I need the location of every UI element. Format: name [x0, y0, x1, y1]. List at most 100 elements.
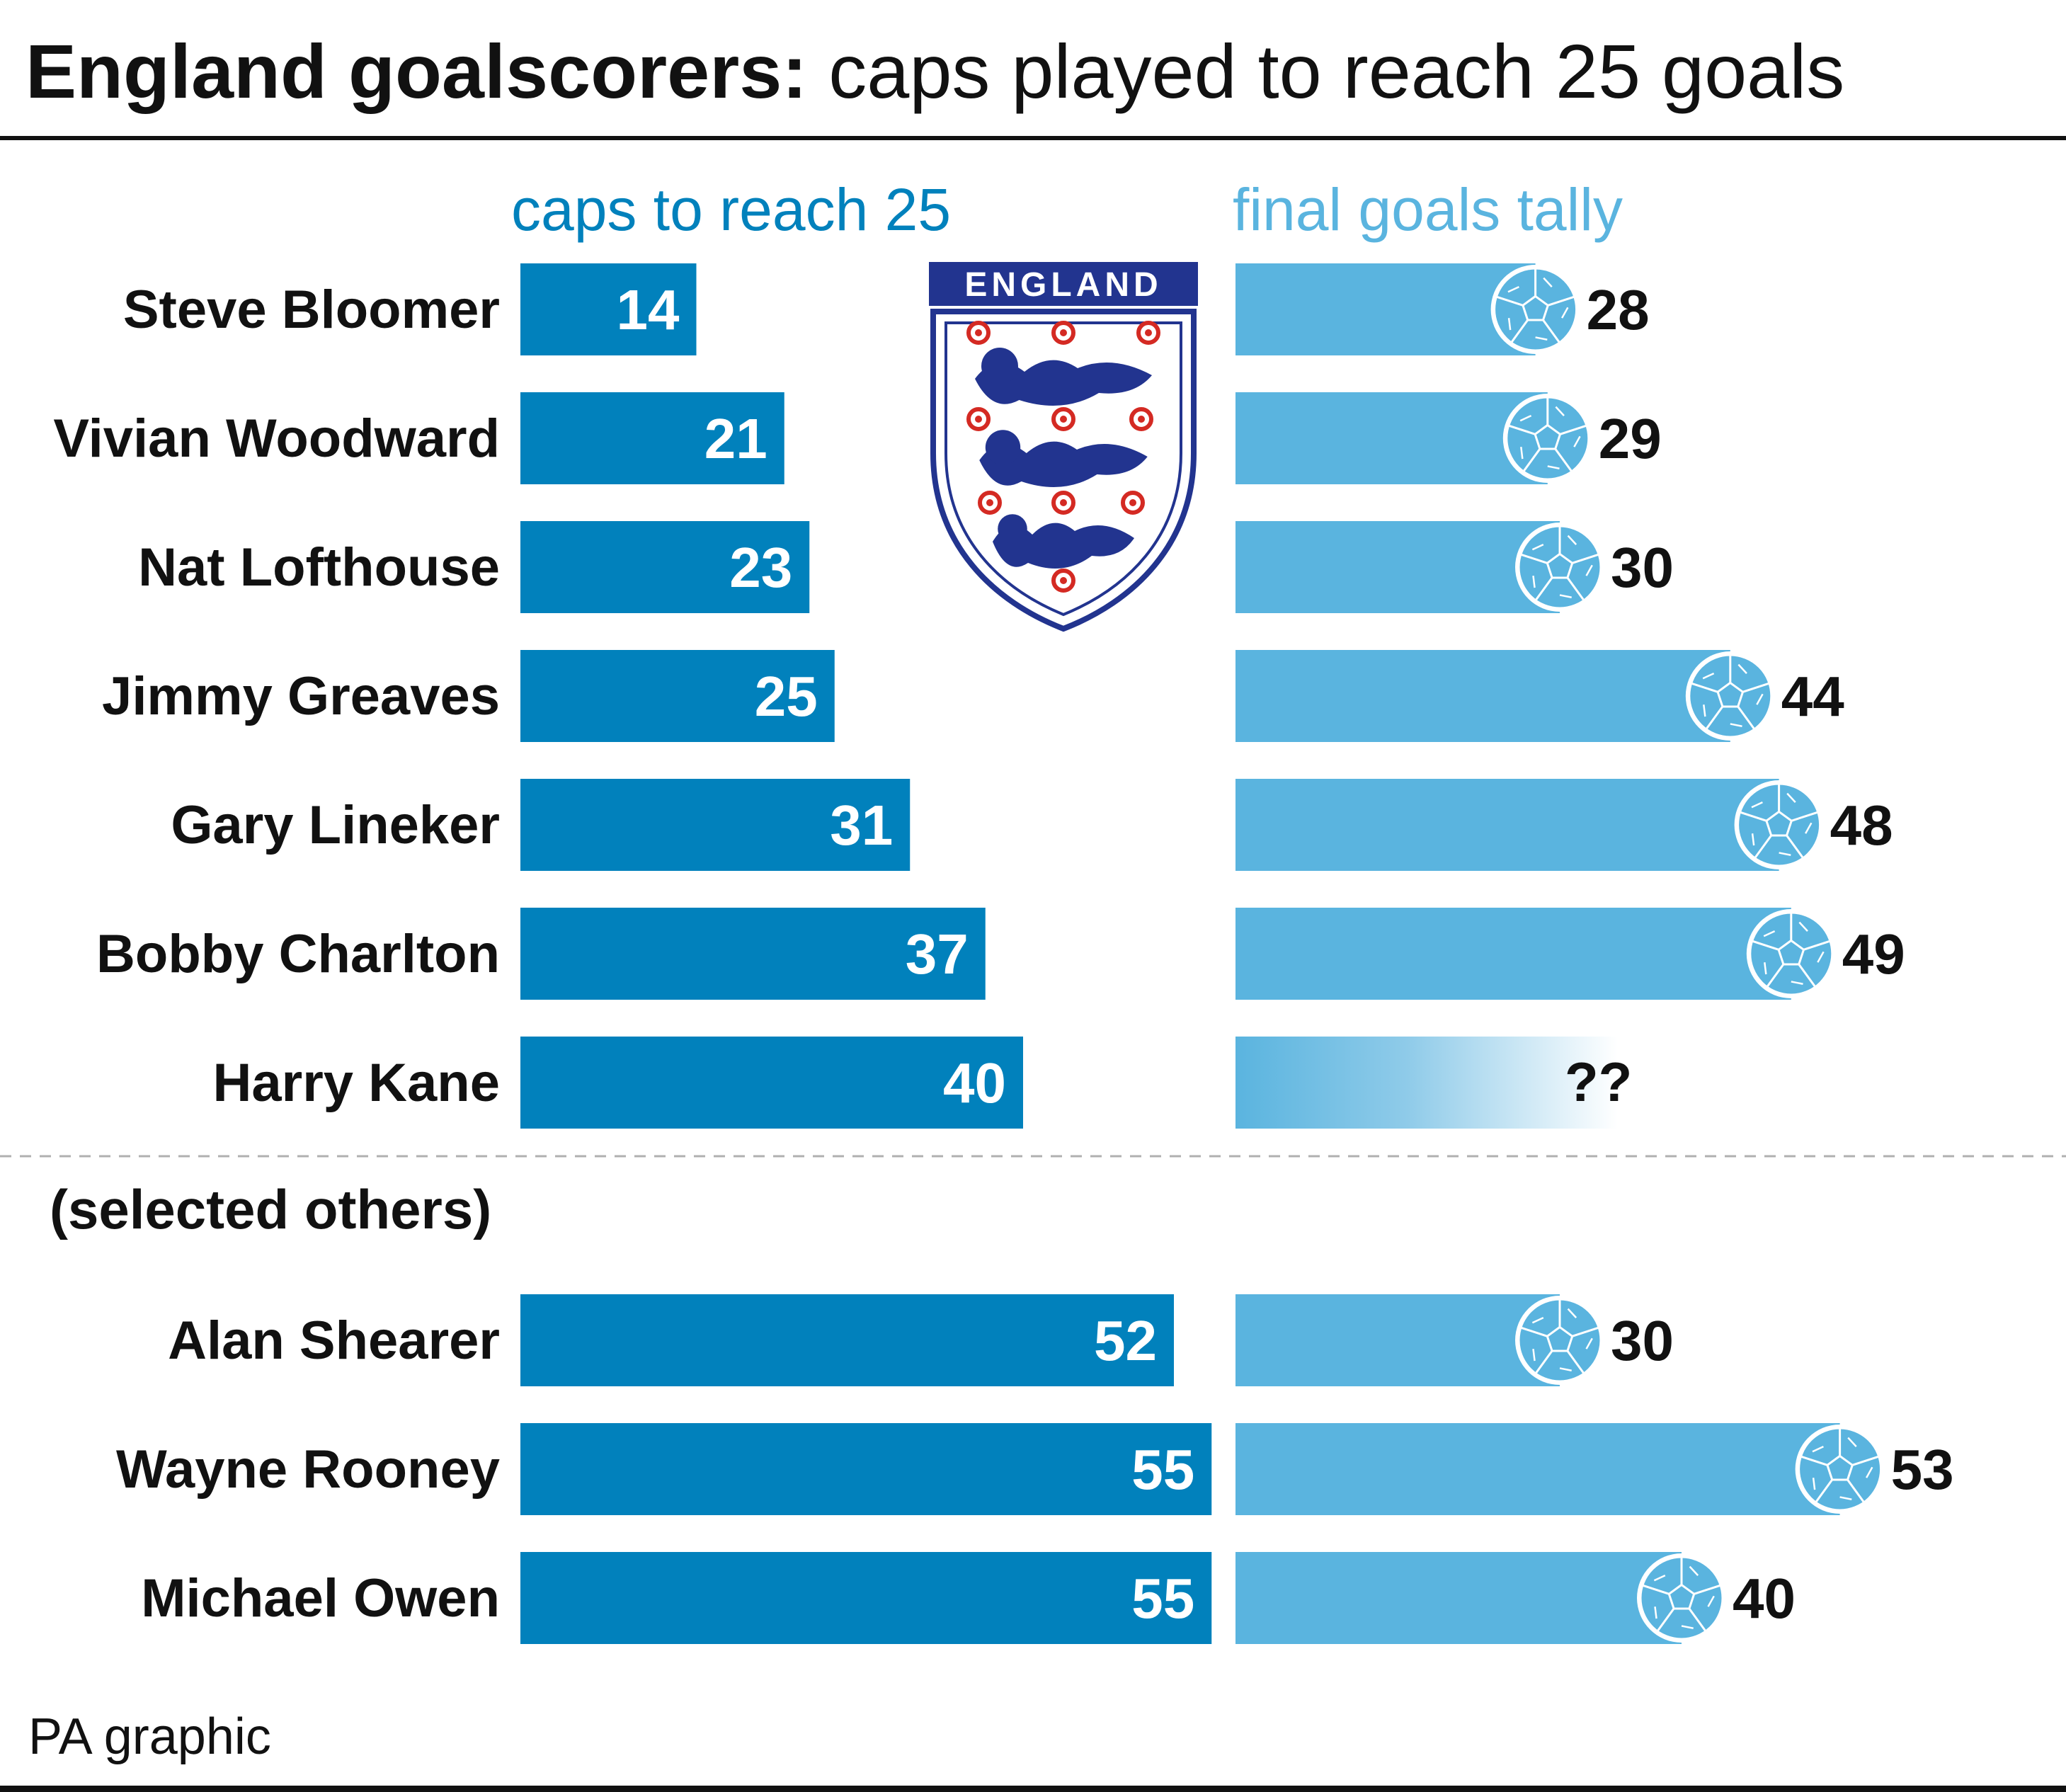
football-seam	[1737, 663, 1747, 674]
goals-bar	[1235, 779, 1779, 871]
caps-bar	[520, 521, 810, 613]
caps-value-label: 52	[1094, 1309, 1157, 1372]
caps-bar	[520, 1037, 1023, 1129]
player-name: Steve Bloomer	[123, 280, 500, 340]
player-row: Harry Kane 40??	[212, 1037, 1632, 1129]
goals-bar	[1235, 521, 1560, 613]
football-seam	[1585, 564, 1593, 576]
caps-bar	[520, 263, 697, 355]
football-seam	[1521, 1327, 1548, 1337]
football-seam	[1559, 1367, 1572, 1371]
football-seam	[1779, 852, 1791, 856]
football-seam	[1764, 962, 1767, 975]
football-seam	[1798, 964, 1816, 987]
left-header: caps to reach 25	[511, 176, 951, 243]
football-seam	[1585, 1337, 1593, 1349]
goals-value-label: 28	[1587, 278, 1650, 341]
football-seam	[1519, 414, 1532, 422]
lion-head-icon	[985, 430, 1021, 465]
football-seam	[1689, 1565, 1699, 1576]
rose-center	[986, 499, 993, 506]
football-seam	[1817, 951, 1825, 963]
caps-value-label: 40	[943, 1051, 1006, 1114]
football-seam	[1542, 319, 1560, 343]
chart-title-line: England goalscorers: caps played to reac…	[25, 28, 1844, 114]
football-seam	[1523, 448, 1541, 472]
lion-icon	[993, 523, 1134, 569]
football-seam	[1681, 1625, 1694, 1629]
football-seam	[1803, 940, 1830, 951]
goals-bar	[1235, 392, 1548, 484]
football-seam	[1554, 448, 1573, 472]
rose-center	[1129, 499, 1136, 506]
caps-value-label: 31	[830, 794, 893, 857]
football-seam	[1801, 1456, 1828, 1466]
football-seam	[1730, 723, 1742, 727]
football-seam	[1532, 576, 1536, 588]
football-seam	[1653, 1574, 1666, 1582]
football-pentagon	[1765, 810, 1793, 837]
football-seam	[1694, 1585, 1720, 1595]
football-seam	[1532, 1349, 1536, 1362]
player-row: Michael Owen 55 40	[141, 1552, 1796, 1644]
goals-bar	[1235, 650, 1730, 742]
badge-text: ENGLAND	[964, 266, 1162, 304]
player-name: Vivian Woodward	[53, 409, 500, 469]
football-seam	[1742, 683, 1769, 693]
goals-value-label: 49	[1842, 923, 1905, 986]
football-pentagon	[1826, 1454, 1854, 1481]
goals-value-label: 48	[1830, 794, 1893, 857]
player-row: Nat Lofthouse 23 30	[138, 521, 1674, 613]
player-row: Gary Lineker 31 48	[171, 779, 1893, 871]
football-seam	[1535, 577, 1553, 600]
football-pentagon	[1716, 681, 1745, 708]
football-seam	[1657, 1608, 1675, 1631]
football-seam	[1763, 930, 1776, 937]
football-seam	[1839, 1496, 1852, 1500]
caps-value-label: 55	[1131, 1438, 1194, 1501]
goals-bar	[1235, 263, 1536, 355]
football-pentagon	[1667, 1583, 1696, 1610]
player-row: Vivian Woodward 21 29	[53, 392, 1662, 484]
player-row: Bobby Charlton 37 49	[96, 908, 1905, 1000]
football-seam	[1561, 307, 1569, 319]
lion-head-icon	[981, 348, 1018, 384]
goals-bar	[1235, 1552, 1682, 1644]
football-seam	[1767, 964, 1785, 987]
goals-value-label: 29	[1599, 407, 1662, 470]
goals-bar	[1235, 1294, 1560, 1386]
badge-banner	[929, 262, 1198, 306]
rose-center	[1060, 499, 1067, 506]
goals-value-label: 44	[1781, 665, 1844, 728]
football-seam	[1555, 406, 1565, 416]
football-seam	[1754, 835, 1772, 858]
football-seam	[1688, 1608, 1706, 1631]
football-seam	[1547, 296, 1575, 307]
football-seam	[1866, 1466, 1873, 1478]
football-seam	[1812, 1478, 1816, 1490]
football-seam	[1507, 285, 1519, 293]
caps-bar	[520, 1423, 1212, 1515]
football-seam	[1847, 1437, 1857, 1447]
football-seam	[1791, 811, 1818, 822]
football-seam	[1507, 318, 1512, 331]
football-seam	[1572, 554, 1599, 564]
player-name: Wayne Rooney	[116, 1439, 500, 1500]
lion-head-icon	[998, 514, 1027, 544]
rose-center	[1138, 416, 1145, 423]
caps-bar	[520, 650, 835, 742]
football-seam	[1510, 319, 1529, 343]
football-seam	[1752, 940, 1779, 951]
rose-center	[1145, 329, 1152, 336]
goals-value-label: ??	[1565, 1051, 1632, 1113]
caps-value-label: 14	[617, 278, 680, 341]
caps-bar	[520, 908, 986, 1000]
rose-center	[1060, 416, 1067, 423]
football-seam	[1566, 577, 1585, 600]
football-pentagon	[1546, 1325, 1574, 1352]
goals-value-label: 30	[1611, 1309, 1674, 1372]
football-seam	[1643, 1585, 1670, 1595]
title-rule	[0, 136, 2066, 140]
player-row: Alan Shearer 52 30	[168, 1294, 1674, 1386]
